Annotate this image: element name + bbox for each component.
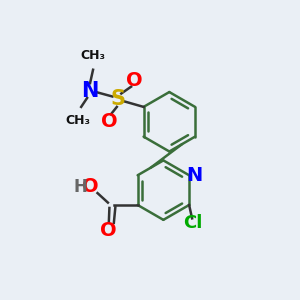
Text: Cl: Cl (183, 214, 203, 232)
Text: O: O (101, 112, 118, 131)
Text: O: O (82, 177, 98, 196)
Text: N: N (81, 81, 99, 100)
Text: O: O (126, 71, 143, 90)
Text: O: O (100, 221, 116, 240)
Text: S: S (111, 89, 126, 110)
Text: CH₃: CH₃ (66, 114, 91, 127)
Text: N: N (186, 166, 203, 185)
Text: CH₃: CH₃ (81, 49, 106, 62)
Text: H: H (73, 178, 87, 196)
